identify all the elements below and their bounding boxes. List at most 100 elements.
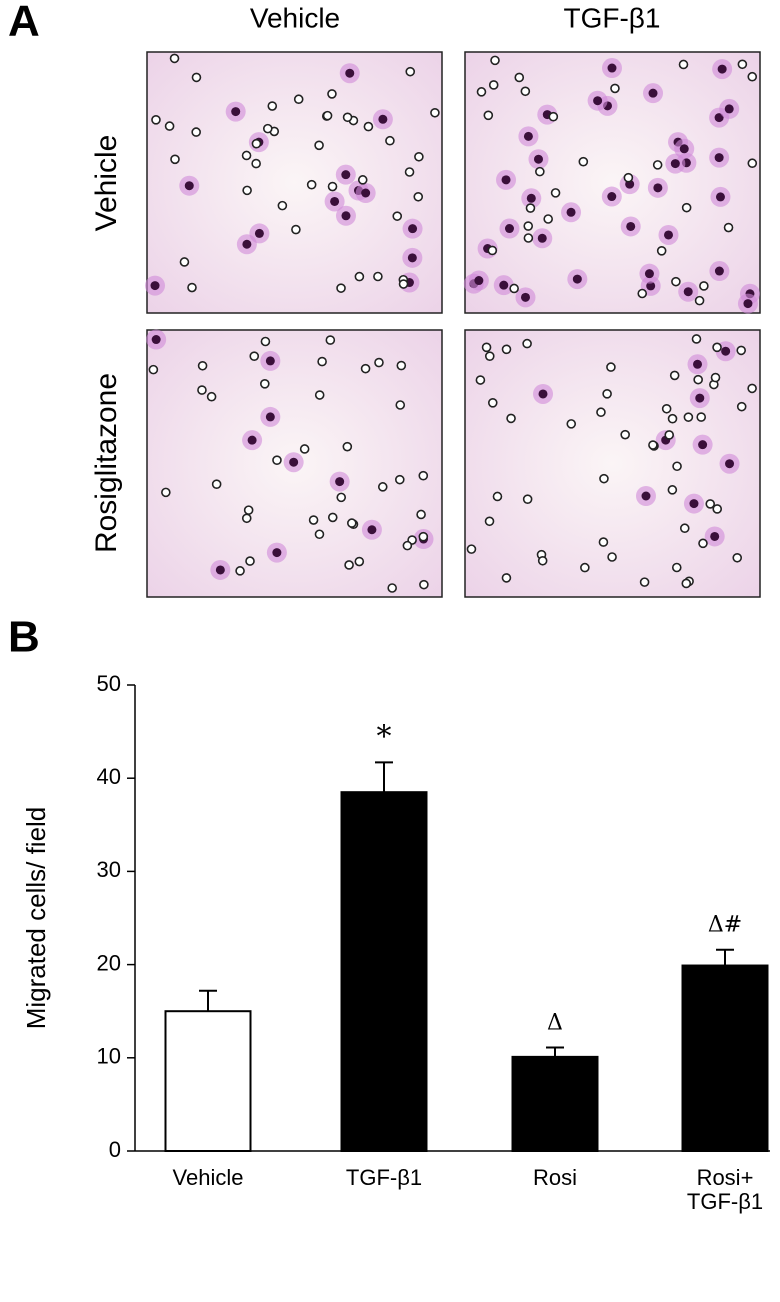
stained-nucleus [407, 253, 417, 263]
stained-nucleus [184, 181, 194, 191]
bar [340, 791, 428, 1152]
pore [235, 566, 245, 576]
pore [414, 151, 424, 162]
pore [525, 203, 536, 213]
stained-nucleus [714, 266, 724, 276]
stained-nucleus [215, 565, 225, 575]
pore [623, 172, 634, 183]
x-tick-label: TGF-β1 [345, 1165, 423, 1190]
pore [656, 246, 667, 256]
pore [249, 351, 260, 361]
pore [535, 166, 545, 177]
pore [314, 140, 324, 151]
pore [712, 342, 722, 353]
pore [336, 283, 346, 293]
pore [523, 233, 534, 243]
pore [476, 87, 487, 97]
pore [537, 555, 548, 566]
pore [683, 412, 694, 422]
pore [396, 360, 407, 371]
significance-mark: Δ [547, 1011, 563, 1036]
stained-nucleus [523, 131, 533, 141]
micrographs [145, 51, 761, 598]
pore [241, 513, 252, 524]
pore [693, 374, 703, 385]
x-tick-label: Vehicle [172, 1165, 244, 1190]
pore [416, 509, 426, 520]
y-axis-label: Migrated cells/ field [21, 807, 51, 1030]
stained-nucleus [526, 193, 536, 203]
pore [206, 391, 217, 402]
pore [607, 552, 617, 562]
stained-nucleus [520, 292, 530, 302]
stained-nucleus [663, 230, 673, 240]
pore [398, 279, 409, 289]
pore [737, 59, 748, 70]
pore [251, 158, 261, 169]
pore [419, 579, 429, 590]
pore [732, 552, 743, 563]
pore [387, 583, 397, 593]
row-label: Rosiglitazone [90, 373, 123, 553]
pore [501, 573, 512, 583]
pore [667, 413, 678, 424]
bar [681, 964, 769, 1152]
stained-nucleus [341, 170, 351, 180]
pore [580, 562, 590, 573]
pore [610, 83, 620, 94]
pore [187, 282, 197, 293]
stained-nucleus [715, 192, 725, 202]
pore [484, 516, 495, 527]
pore [487, 245, 498, 256]
pore [394, 474, 405, 485]
pore [354, 271, 365, 282]
pore [277, 200, 288, 211]
pore [705, 499, 716, 509]
pore [179, 257, 190, 267]
pore [241, 150, 252, 161]
pore [327, 89, 337, 99]
pore [161, 487, 171, 498]
pore [260, 379, 270, 389]
pore [377, 482, 388, 492]
stained-nucleus [724, 104, 734, 114]
pore [543, 214, 553, 224]
pore [317, 356, 327, 367]
pore [306, 179, 317, 190]
pore [736, 401, 747, 412]
stained-nucleus [378, 114, 388, 124]
stained-nucleus [265, 412, 275, 422]
stained-nucleus [646, 281, 656, 291]
pore [314, 529, 325, 540]
pore [413, 191, 424, 202]
stained-nucleus [367, 525, 377, 535]
pore [723, 222, 734, 233]
row-label: Vehicle [90, 135, 123, 232]
stained-nucleus [648, 88, 658, 98]
stained-nucleus [644, 269, 654, 279]
stained-nucleus [501, 175, 511, 185]
stained-nucleus [537, 233, 547, 243]
pore [602, 389, 612, 399]
stained-nucleus [710, 531, 720, 541]
pore [395, 400, 406, 410]
pore [523, 221, 534, 231]
pore [169, 53, 180, 64]
pore [501, 344, 512, 355]
pore [492, 491, 503, 502]
stained-nucleus [714, 153, 724, 163]
pore [354, 556, 365, 567]
pore [170, 154, 180, 165]
pore [710, 372, 721, 383]
stained-nucleus [242, 239, 252, 249]
pore [293, 94, 304, 105]
pore [242, 185, 252, 196]
pore [475, 375, 486, 385]
pore [314, 390, 325, 400]
stained-nucleus [272, 548, 282, 558]
stained-nucleus [695, 393, 705, 403]
pore [405, 66, 416, 77]
pore [648, 440, 658, 450]
stained-nucleus [743, 299, 753, 309]
